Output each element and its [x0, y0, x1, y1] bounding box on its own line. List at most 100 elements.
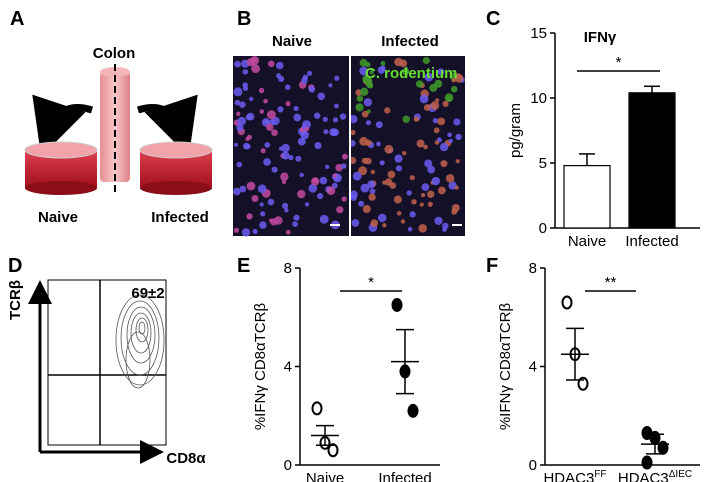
cell [297, 189, 306, 199]
cell [241, 228, 251, 237]
cell [267, 198, 275, 206]
cell [360, 87, 369, 97]
cell [258, 87, 265, 94]
cell [433, 127, 440, 134]
cell [259, 109, 265, 114]
cell [293, 214, 300, 221]
cell [308, 183, 318, 193]
cell [332, 117, 339, 123]
cell [380, 61, 386, 66]
cell [368, 193, 376, 201]
cell [413, 116, 420, 122]
y-tick-label: 4 [284, 359, 292, 376]
cell [440, 160, 448, 168]
cell [292, 221, 298, 228]
y-tick-label: 0 [284, 457, 292, 474]
cell [280, 172, 289, 181]
y-tick-label: 0 [529, 457, 537, 474]
dish-label: Naive [38, 209, 78, 226]
y-tick-label: 10 [530, 90, 547, 107]
cell [409, 175, 415, 181]
cell [328, 83, 333, 88]
data-point [561, 295, 573, 310]
cell [246, 112, 255, 121]
cell [402, 115, 410, 123]
x-tick-label: Naive [306, 470, 344, 482]
cell [370, 219, 379, 228]
cell [317, 193, 324, 200]
y-tick-label: 15 [530, 25, 547, 42]
cell [260, 148, 266, 154]
cell [377, 213, 387, 223]
cell [407, 226, 413, 232]
cell [299, 172, 304, 178]
panel-a-title: Colon [93, 45, 136, 62]
cell [271, 129, 278, 137]
cell [454, 185, 459, 190]
cell [359, 58, 368, 67]
cell [395, 165, 402, 172]
cell [379, 160, 385, 166]
y-tick-label: 0 [539, 220, 547, 237]
cell [419, 202, 424, 207]
cell [239, 101, 246, 108]
cell [358, 166, 368, 176]
plot-frame [47, 279, 167, 446]
cell [420, 192, 426, 198]
y-axis-label: %IFNγ CD8αTCRβ [497, 302, 514, 430]
cell [236, 124, 244, 132]
cell [331, 182, 338, 189]
colon-tube-top [100, 67, 130, 77]
data-point [391, 297, 403, 312]
cell [300, 130, 310, 140]
panel-b: Naive Infected C. rodentium [233, 33, 465, 237]
cell [423, 104, 431, 111]
cell [384, 178, 393, 186]
cell [375, 121, 383, 129]
cell [284, 208, 289, 213]
cell [293, 105, 299, 112]
cell [329, 128, 338, 137]
image-label: Infected [381, 33, 439, 50]
cell [281, 179, 287, 185]
cell [243, 142, 250, 150]
cell [437, 68, 445, 76]
data-point [641, 455, 653, 470]
cell [276, 73, 282, 79]
cell [365, 120, 372, 126]
cell [263, 98, 268, 104]
cell [427, 165, 436, 174]
bar [563, 165, 611, 229]
cell [314, 142, 322, 150]
panel-letter: A [10, 8, 24, 30]
cell [234, 99, 241, 106]
cell [438, 186, 446, 195]
data-point [407, 403, 419, 418]
cell [349, 115, 358, 124]
cell [445, 174, 455, 183]
cell [308, 86, 316, 93]
y-tick-label: 4 [529, 359, 537, 376]
x-tick-label: Infected [625, 233, 678, 250]
cell [360, 183, 370, 193]
cell [234, 142, 238, 147]
cell [399, 59, 408, 68]
cell [341, 196, 347, 202]
cell [384, 107, 391, 114]
cell [266, 123, 274, 131]
cell [251, 64, 261, 74]
cell [442, 227, 447, 232]
cell [431, 176, 440, 186]
cell [424, 159, 433, 168]
cell [376, 141, 381, 147]
panel-letter: E [237, 255, 250, 277]
cell [434, 79, 443, 88]
cell [297, 137, 306, 146]
cell [334, 75, 340, 81]
cell [319, 214, 329, 224]
cell [369, 188, 376, 195]
cell [251, 195, 259, 202]
x-tick-label: Naive [568, 233, 606, 250]
colon-tube [100, 72, 130, 182]
